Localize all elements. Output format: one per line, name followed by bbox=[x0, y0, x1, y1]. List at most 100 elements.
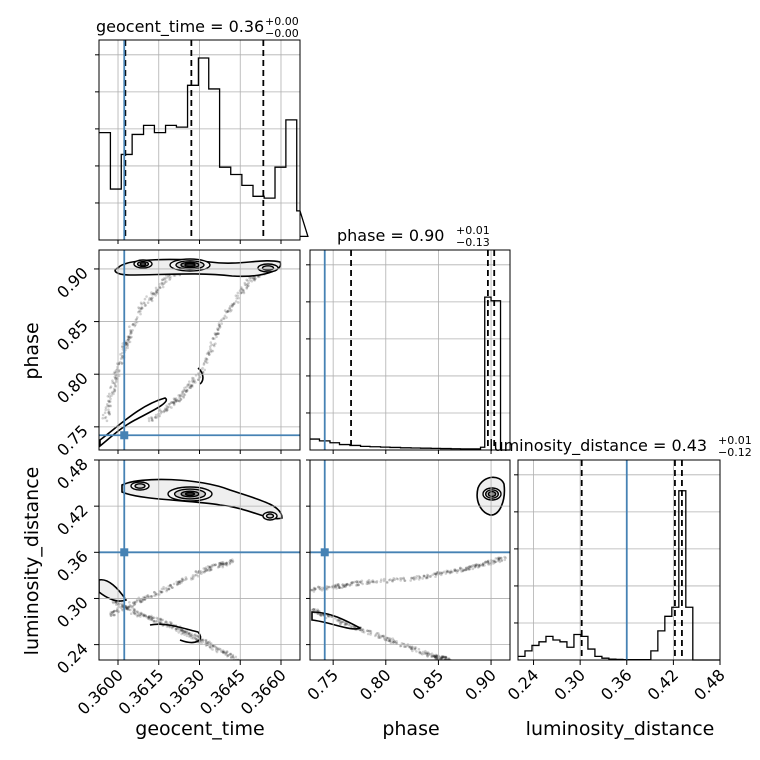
sample-point bbox=[170, 401, 173, 404]
sample-point bbox=[387, 578, 391, 582]
sample-point bbox=[349, 581, 353, 585]
sample-point bbox=[159, 617, 163, 621]
sample-point bbox=[240, 291, 243, 294]
sample-point bbox=[236, 291, 240, 295]
sample-point bbox=[210, 343, 213, 347]
sample-point bbox=[492, 559, 496, 563]
sample-point bbox=[208, 567, 211, 571]
sample-point bbox=[466, 566, 470, 569]
sample-point bbox=[162, 585, 165, 589]
sample-point bbox=[220, 322, 224, 325]
sample-point bbox=[209, 568, 213, 572]
sample-point bbox=[197, 635, 200, 638]
sample-point bbox=[154, 286, 158, 290]
sample-point bbox=[235, 297, 239, 300]
sample-point bbox=[344, 584, 348, 588]
sample-point bbox=[112, 613, 115, 617]
sample-point bbox=[358, 580, 362, 584]
sample-point bbox=[153, 620, 156, 623]
sample-point bbox=[188, 635, 191, 638]
sample-point bbox=[353, 580, 356, 584]
sample-point bbox=[250, 279, 254, 283]
sample-point bbox=[167, 587, 171, 591]
sample-point bbox=[441, 571, 444, 575]
sample-point bbox=[125, 606, 129, 610]
sample-point bbox=[245, 286, 249, 289]
sample-point bbox=[383, 637, 386, 641]
sample-point bbox=[140, 302, 144, 306]
sample-point bbox=[121, 604, 124, 608]
sample-point bbox=[220, 561, 223, 564]
sample-point bbox=[415, 574, 419, 578]
sample-point bbox=[214, 333, 218, 336]
sample-point bbox=[124, 605, 128, 608]
sample-point bbox=[236, 294, 240, 298]
sample-point bbox=[160, 590, 164, 594]
sample-point bbox=[446, 569, 450, 573]
sample-point bbox=[219, 648, 222, 651]
sample-point bbox=[379, 578, 383, 582]
sample-point bbox=[175, 627, 178, 630]
sample-point bbox=[153, 292, 157, 296]
sample-point bbox=[139, 615, 142, 618]
sample-point bbox=[426, 573, 429, 577]
sample-point bbox=[368, 582, 371, 585]
sample-point bbox=[117, 361, 121, 365]
sample-point bbox=[355, 580, 358, 583]
sample-point bbox=[456, 569, 460, 573]
y-tick-label: 0.85 bbox=[53, 316, 92, 355]
sample-point bbox=[113, 390, 116, 393]
y-tick-label: 0.42 bbox=[53, 501, 92, 540]
sample-point bbox=[449, 571, 452, 574]
sample-point bbox=[192, 377, 195, 380]
sample-point bbox=[182, 395, 185, 398]
sample-point bbox=[180, 628, 183, 632]
sample-point bbox=[211, 349, 215, 353]
sample-point bbox=[137, 306, 140, 309]
sample-point bbox=[228, 560, 231, 564]
sample-point bbox=[225, 650, 229, 654]
sample-point bbox=[223, 562, 226, 565]
sample-point bbox=[172, 400, 175, 404]
sample-point bbox=[135, 598, 139, 602]
sample-point bbox=[174, 397, 178, 400]
sample-point bbox=[387, 639, 391, 643]
sample-point bbox=[500, 559, 504, 563]
sample-point bbox=[209, 350, 213, 354]
sample-point bbox=[175, 398, 179, 402]
sample-point bbox=[139, 613, 142, 616]
sample-point bbox=[431, 573, 434, 577]
sample-point bbox=[377, 633, 381, 637]
sample-point bbox=[252, 277, 256, 281]
sample-point bbox=[208, 645, 212, 648]
sample-point bbox=[155, 288, 158, 292]
sample-point bbox=[104, 406, 108, 409]
sample-point bbox=[163, 408, 167, 412]
sample-point bbox=[221, 562, 224, 566]
sample-point bbox=[185, 385, 188, 389]
sample-point bbox=[203, 570, 206, 574]
sample-point bbox=[320, 613, 324, 617]
sample-point bbox=[166, 408, 169, 412]
sample-point bbox=[138, 307, 141, 310]
sample-point bbox=[221, 560, 225, 564]
sample-point bbox=[143, 598, 147, 601]
sample-point bbox=[107, 392, 111, 396]
sample-point bbox=[426, 655, 429, 658]
sample-point bbox=[226, 655, 229, 658]
sample-point bbox=[163, 407, 167, 410]
sample-point bbox=[432, 572, 436, 575]
sample-point bbox=[180, 629, 183, 632]
sample-point bbox=[462, 568, 466, 572]
sample-point bbox=[139, 612, 143, 615]
sample-point bbox=[150, 618, 153, 621]
sample-point bbox=[196, 574, 200, 578]
sample-point bbox=[465, 568, 468, 572]
sample-point bbox=[400, 641, 404, 645]
sample-point bbox=[151, 419, 154, 423]
sample-point bbox=[486, 560, 490, 563]
sample-point bbox=[487, 559, 490, 563]
sample-point bbox=[201, 638, 205, 642]
sample-point bbox=[317, 585, 320, 589]
sample-point bbox=[487, 561, 491, 565]
